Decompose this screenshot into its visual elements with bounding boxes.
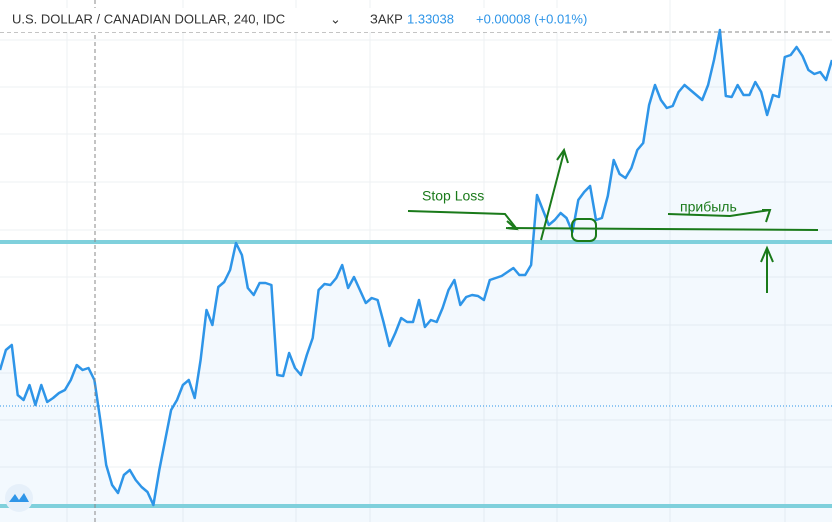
header-bg — [0, 8, 620, 32]
stop-line — [507, 227, 819, 231]
arrow-up — [760, 245, 774, 293]
drawings: Stop Loss прибыль — [407, 147, 819, 293]
area — [0, 30, 832, 522]
header: U.S. DOLLAR / CANADIAN DOLLAR, 240, IDC … — [0, 8, 620, 32]
arrow — [667, 209, 772, 223]
logo — [5, 484, 33, 512]
marker — [571, 218, 597, 242]
close-label: ЗАКР — [370, 11, 403, 26]
arrow-up — [540, 147, 569, 241]
change: +0.00008 (+0.01%) — [476, 11, 587, 26]
chevron[interactable]: ⌄ — [330, 11, 341, 26]
symbol-title[interactable]: U.S. DOLLAR / CANADIAN DOLLAR, 240, IDC — [12, 11, 285, 26]
plot — [0, 28, 832, 522]
annotation: Stop Loss — [422, 188, 484, 204]
arrow — [407, 210, 517, 229]
close-value: 1.33038 — [407, 11, 454, 26]
price-line — [0, 28, 832, 507]
annotation: прибыль — [680, 199, 737, 215]
